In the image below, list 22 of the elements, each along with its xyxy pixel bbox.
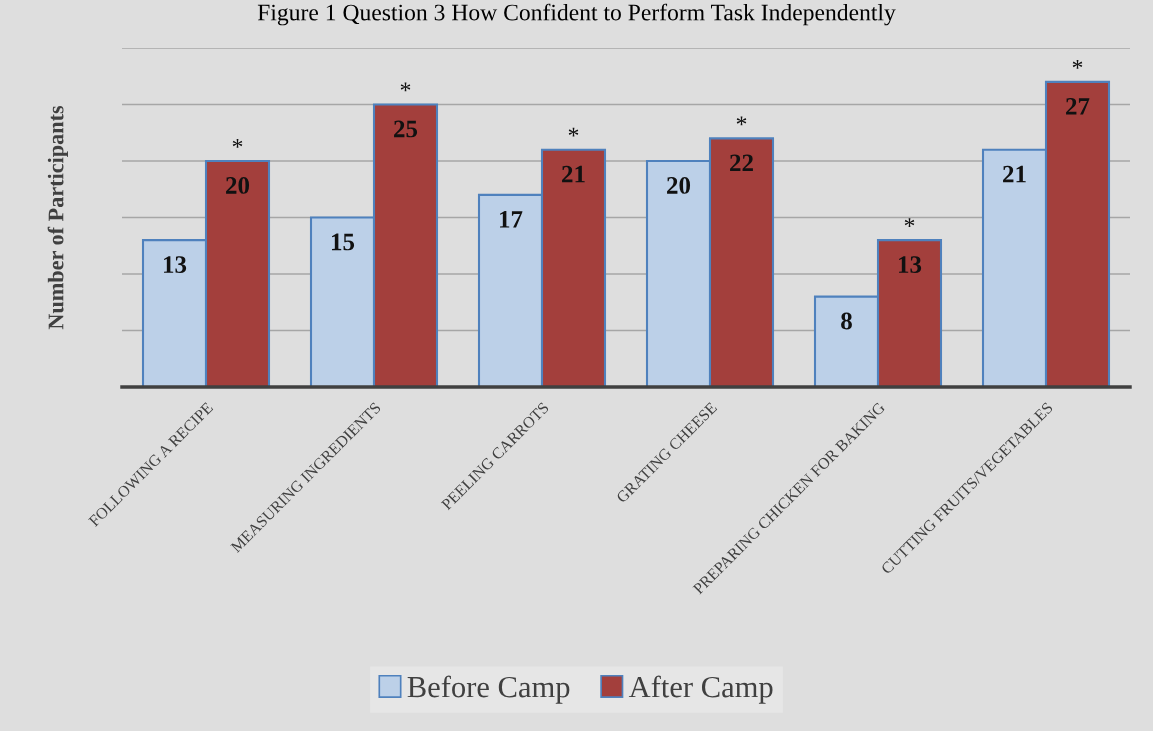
data-label: 8 — [841, 312, 852, 330]
annotation: * — [736, 116, 747, 126]
data-label: 13 — [164, 256, 187, 273]
data-label: 20 — [667, 177, 691, 194]
data-label: 21 — [1003, 165, 1026, 183]
annotation: * — [904, 218, 915, 227]
data-label: 21 — [562, 165, 585, 183]
data-label: 15 — [332, 233, 355, 251]
data-label: 22 — [730, 154, 753, 172]
legend-label: After Camp — [628, 675, 773, 704]
data-label: 25 — [394, 120, 418, 138]
annotation: * — [568, 127, 579, 137]
data-label: 27 — [1066, 97, 1090, 115]
data-label: 17 — [500, 211, 523, 228]
data-label: 13 — [899, 256, 922, 273]
chart-title: Figure 1 Question 3 How Confident to Perform Task Independently — [257, 3, 896, 26]
y-axis-title: Number of Participants — [47, 105, 68, 330]
annotation: * — [232, 139, 243, 148]
annotation: * — [400, 82, 411, 92]
data-label: 20 — [226, 177, 250, 194]
legend-label: Before Camp — [407, 675, 570, 704]
annotation: * — [1072, 60, 1083, 69]
